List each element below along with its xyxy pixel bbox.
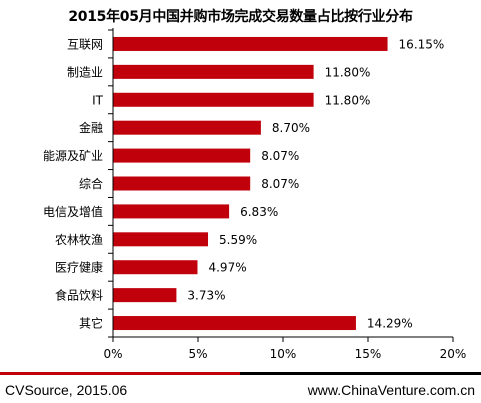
category-label: 综合: [79, 176, 103, 191]
category-label: 金融: [79, 120, 103, 135]
value-labels: 16.15% 11.80% 11.80% 8.70% 8.07% 8.07% 6.83% 5.…: [187, 37, 444, 330]
x-axis: 0% 5% 10% 15% 20%: [103, 28, 466, 361]
value-label: 8.07%: [261, 149, 299, 163]
bar-10: [113, 316, 356, 331]
bar-3: [113, 120, 261, 135]
category-label: IT: [92, 93, 104, 107]
bar-9: [113, 288, 177, 303]
category-label: 电信及增值: [43, 204, 103, 219]
bar-4: [113, 148, 251, 163]
value-label: 4.97%: [208, 261, 246, 275]
value-label: 6.83%: [240, 205, 278, 219]
bar-8: [113, 260, 198, 275]
bar-7: [113, 232, 209, 247]
value-label: 11.80%: [325, 93, 371, 107]
website-link[interactable]: www.ChinaVenture.com.cn: [307, 382, 475, 398]
value-label: 8.07%: [261, 177, 299, 191]
category-label: 制造业: [67, 65, 103, 79]
value-label: 3.73%: [187, 289, 225, 303]
bar-0: [113, 36, 388, 51]
category-label: 农林牧渔: [55, 233, 103, 247]
footer-divider-bar: [240, 372, 481, 375]
bar-6: [113, 204, 230, 219]
bars-layer: [113, 36, 388, 331]
x-tick-label: 5%: [188, 347, 207, 361]
source-note: CVSource, 2015.06: [5, 382, 128, 398]
x-tick-label: 0%: [103, 347, 122, 361]
footer-accent-bar: [0, 372, 240, 375]
category-label: 食品饮料: [55, 288, 103, 303]
bar-2: [113, 92, 314, 107]
category-label: 其它: [79, 316, 103, 331]
category-label: 医疗健康: [55, 260, 103, 275]
chart-title: 2015年05月中国并购市场完成交易数量占比按行业分布: [68, 9, 413, 25]
value-label: 8.70%: [272, 121, 310, 135]
bar-1: [113, 64, 314, 79]
category-label: 互联网: [67, 37, 103, 51]
x-tick-label: 20%: [440, 347, 467, 361]
value-label: 11.80%: [325, 65, 371, 79]
value-label: 16.15%: [399, 37, 445, 51]
value-label: 5.59%: [219, 233, 257, 247]
x-tick-label: 10%: [270, 347, 297, 361]
bar-5: [113, 176, 251, 191]
x-tick-label: 15%: [355, 347, 382, 361]
category-label: 能源及矿业: [43, 149, 103, 163]
value-label: 14.29%: [367, 317, 413, 331]
